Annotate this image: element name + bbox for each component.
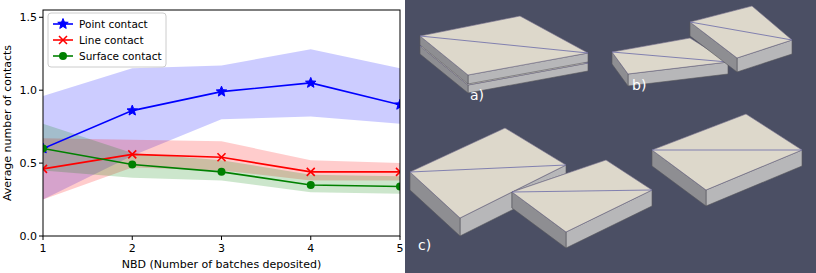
x-axis-label: NBD (Number of batches deposited) bbox=[122, 258, 321, 271]
y-tick-label: 1.5 bbox=[20, 11, 38, 24]
x-tick-label: 1 bbox=[40, 242, 47, 255]
y-tick bbox=[39, 163, 43, 164]
tile bbox=[690, 6, 792, 72]
tile-diagonal bbox=[512, 190, 652, 192]
x-tick bbox=[310, 236, 311, 240]
confidence-band bbox=[43, 49, 400, 199]
series-line bbox=[43, 83, 400, 149]
render-background bbox=[405, 0, 816, 273]
confidence-band bbox=[43, 124, 400, 194]
figure: 0.0 0.5 1.0 1.5 1 2 3 4 5 NBD (Number of batches … bbox=[0, 0, 816, 273]
panel-label: b) bbox=[632, 77, 646, 93]
data-point bbox=[396, 168, 400, 176]
tile-diagonal bbox=[652, 150, 802, 151]
data-point bbox=[396, 182, 400, 190]
y-tick-label: 0.5 bbox=[20, 157, 38, 170]
data-point bbox=[307, 181, 315, 189]
tile-diagonal bbox=[612, 52, 728, 62]
legend-marker bbox=[58, 19, 68, 29]
tile-top bbox=[512, 160, 652, 232]
tile-top bbox=[690, 6, 792, 58]
legend-marker bbox=[59, 52, 67, 60]
legend-label: Line contact bbox=[79, 34, 144, 46]
data-point bbox=[395, 99, 400, 109]
plot-frame bbox=[43, 10, 400, 236]
y-axis-label: Average number of contacts bbox=[1, 45, 14, 201]
x-tick-label: 5 bbox=[397, 242, 404, 255]
x-tick bbox=[43, 236, 44, 240]
x-tick bbox=[132, 236, 133, 240]
legend-label: Point contact bbox=[79, 18, 148, 30]
data-point bbox=[128, 161, 136, 169]
y-tick bbox=[39, 90, 43, 91]
panel-label: a) bbox=[470, 87, 484, 103]
y-tick-label: 0.0 bbox=[20, 230, 38, 243]
y-tick-label: 1.0 bbox=[20, 84, 38, 97]
x-tick-label: 3 bbox=[218, 242, 225, 255]
legend-marker bbox=[59, 36, 67, 44]
data-point bbox=[216, 86, 226, 96]
y-tick bbox=[39, 17, 43, 18]
y-tick bbox=[39, 236, 43, 237]
plot-area bbox=[43, 49, 400, 199]
data-point bbox=[43, 143, 48, 153]
legend: Point contact Line contact Surface contact bbox=[48, 13, 166, 67]
tile-diagonal bbox=[420, 36, 588, 53]
tile-diagonal bbox=[690, 22, 792, 40]
tile bbox=[420, 16, 588, 84]
data-point bbox=[307, 168, 315, 176]
x-tick bbox=[400, 236, 401, 240]
tile-top bbox=[420, 16, 588, 75]
data-point bbox=[218, 153, 226, 161]
data-point bbox=[128, 150, 136, 158]
legend-box bbox=[48, 13, 166, 67]
legend-label: Surface contact bbox=[79, 50, 162, 62]
x-tick bbox=[221, 236, 222, 240]
data-point bbox=[306, 77, 316, 87]
tile-top bbox=[652, 114, 802, 190]
data-point bbox=[218, 168, 226, 176]
x-tick-label: 4 bbox=[307, 242, 314, 255]
series-line bbox=[43, 149, 400, 187]
data-point bbox=[127, 105, 137, 115]
panel-label: c) bbox=[418, 237, 431, 253]
data-point bbox=[43, 145, 47, 153]
x-tick-label: 2 bbox=[129, 242, 136, 255]
tile bbox=[512, 160, 652, 248]
data-point bbox=[43, 165, 47, 173]
tile-diagonal bbox=[410, 165, 566, 172]
tile bbox=[652, 114, 802, 206]
